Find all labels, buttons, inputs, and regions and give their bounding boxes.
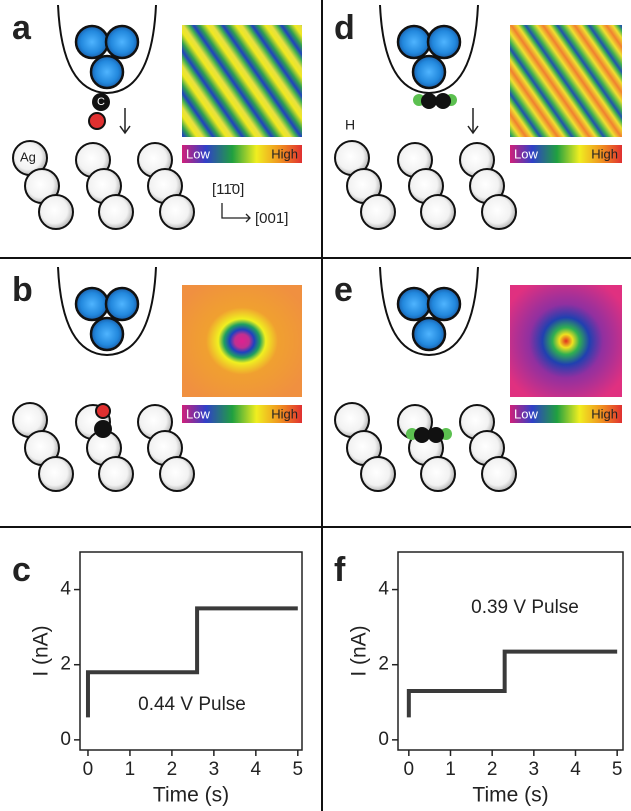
tip-atom	[91, 318, 123, 350]
ag-atom	[99, 457, 133, 491]
ag-atom	[39, 195, 73, 229]
x-tick-label: 4	[251, 759, 262, 780]
ag-atom	[421, 195, 455, 229]
ag-atom	[361, 195, 395, 229]
ag-atom	[99, 195, 133, 229]
carbon	[421, 93, 437, 109]
colorbar-low: Low	[186, 146, 210, 161]
ag-atom	[361, 457, 395, 491]
x-tick-label: 2	[487, 759, 498, 780]
ag-atom	[482, 195, 516, 229]
oxygen	[96, 404, 110, 418]
plot-frame	[80, 552, 302, 750]
stm-image	[182, 25, 302, 137]
colorbar-low: Low	[514, 406, 538, 421]
panel-label: d	[334, 9, 355, 47]
y-axis-label: I (nA)	[30, 625, 53, 676]
tip-atom	[106, 26, 138, 58]
colorbar-low: Low	[514, 146, 538, 161]
tip-atom	[398, 288, 430, 320]
x-tick-label: 3	[209, 759, 220, 780]
y-axis-label: I (nA)	[348, 625, 371, 676]
panel-label: a	[12, 9, 32, 47]
y-tick-label: 0	[60, 729, 71, 750]
colorbar-high: High	[271, 406, 298, 421]
arrow	[120, 108, 130, 133]
x-tick-label: 5	[612, 759, 623, 780]
annotation: 0.44 V Pulse	[138, 694, 246, 715]
carbon	[435, 93, 451, 109]
tip-atom	[398, 26, 430, 58]
panel-label: c	[12, 551, 31, 589]
ag-atom	[482, 457, 516, 491]
x-tick-label: 1	[125, 759, 136, 780]
x-tick-label: 4	[570, 759, 581, 780]
stm-image	[510, 285, 622, 397]
y-tick-label: 4	[378, 579, 389, 600]
ag-atom	[421, 457, 455, 491]
x-tick-label: 2	[167, 759, 178, 780]
tip-atom	[413, 56, 445, 88]
y-tick-label: 4	[60, 579, 71, 600]
direction-arrow	[222, 203, 250, 222]
x-tick-label: 1	[445, 759, 456, 780]
figure: a b d e [11̄0] [001] Low High Low High Low Hi…	[0, 0, 631, 811]
diagrams: a b d e [11̄0] [001] Low High Low High Low Hi…	[12, 5, 622, 491]
tip-atom	[428, 288, 460, 320]
annotation: 0.39 V Pulse	[471, 597, 579, 618]
colorbar-high: High	[591, 406, 618, 421]
atom-label: C	[97, 96, 105, 108]
x-tick-label: 5	[293, 759, 304, 780]
x-tick-label: 0	[404, 759, 415, 780]
colorbar-high: High	[271, 146, 298, 161]
panel-label: f	[334, 551, 346, 589]
y-tick-label: 0	[378, 729, 389, 750]
stm-image	[182, 285, 302, 397]
carbon	[428, 427, 444, 443]
tip-atom	[106, 288, 138, 320]
carbon	[414, 427, 430, 443]
panel-label: b	[12, 271, 33, 309]
x-tick-label: 3	[529, 759, 540, 780]
x-tick-label: 0	[83, 759, 94, 780]
stm-image	[510, 25, 622, 137]
ag-atom	[160, 195, 194, 229]
ag-atom	[160, 457, 194, 491]
arrow	[468, 108, 478, 133]
atom-label: Ag	[20, 149, 36, 164]
tip-atom	[91, 56, 123, 88]
colorbar-low: Low	[186, 406, 210, 421]
y-tick-label: 2	[60, 654, 71, 675]
tip-atom	[413, 318, 445, 350]
ag-atom	[39, 457, 73, 491]
colorbar-high: High	[591, 146, 618, 161]
y-tick-label: 2	[378, 654, 389, 675]
panel-label: e	[334, 271, 353, 309]
tip-atom	[76, 288, 108, 320]
x-axis-label: Time (s)	[472, 784, 548, 807]
x-axis-label: Time (s)	[153, 784, 229, 807]
tip-atom	[428, 26, 460, 58]
atom-label: H	[345, 117, 355, 133]
carbon	[94, 420, 112, 438]
oxygen	[89, 113, 105, 129]
direction-label: [11̄0]	[212, 181, 244, 198]
direction-label: [001]	[255, 210, 288, 227]
data-line	[409, 652, 617, 718]
tip-atom	[76, 26, 108, 58]
